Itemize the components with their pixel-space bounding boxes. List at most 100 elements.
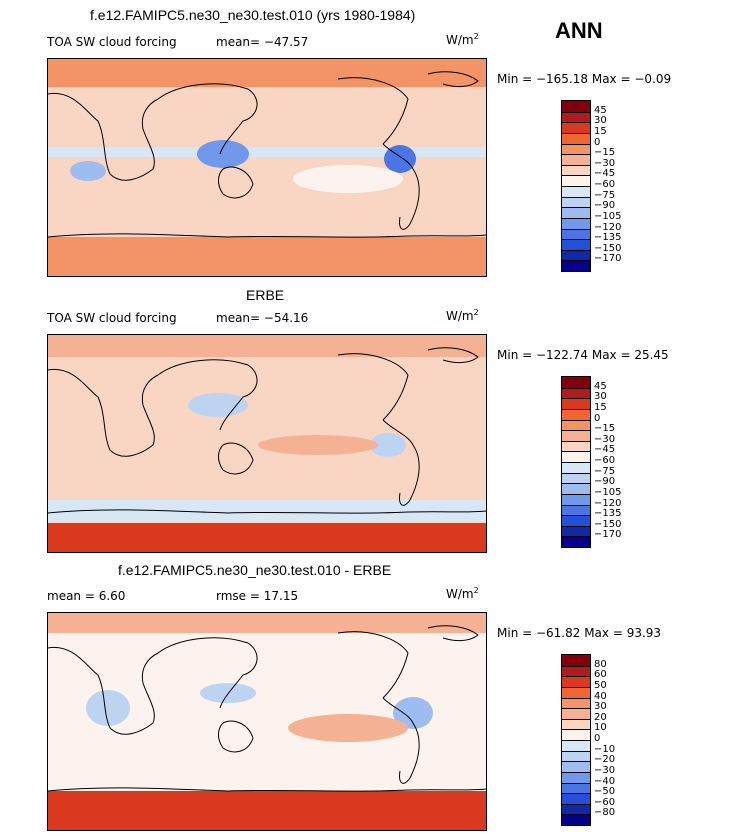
australia-coast [218, 166, 254, 199]
colorbar-swatch [562, 740, 590, 751]
colorbar-tick-label: 60 [594, 669, 607, 681]
south-america-coast [382, 419, 420, 506]
field-south-america-diff [393, 697, 433, 729]
panel-model-minmax: Min = −165.18 Max = −0.09 [497, 72, 672, 86]
field-band-north [48, 59, 486, 87]
colorbar-tick-label: −10 [594, 743, 616, 755]
colorbar-tick-label: 0 [594, 412, 601, 424]
colorbar-tick-label: 0 [594, 733, 601, 744]
colorbar-tick-label: −120 [594, 497, 622, 509]
field-band-south [48, 237, 486, 276]
greenland-coast [427, 625, 479, 642]
colorbar-swatch [562, 430, 590, 441]
colorbar-tick-label: 40 [594, 690, 607, 702]
south-america-coast [382, 143, 420, 230]
field-pacific-diff [288, 714, 408, 742]
colorbar-tick-label: −20 [594, 754, 616, 766]
colorbar-swatch [562, 228, 590, 240]
colorbar-tick-label: −90 [594, 200, 616, 212]
colorbar-tick-label: −30 [594, 433, 616, 445]
panel-diff-mean: mean = 6.60 [47, 589, 126, 603]
colorbar-tick-label: −170 [594, 253, 622, 265]
field-band-southern-ocean [48, 500, 486, 522]
colorbar-tick-label: 20 [594, 711, 607, 723]
colorbar-tick-label: −120 [594, 221, 622, 233]
colorbar-tick-label: 80 [594, 658, 607, 670]
antarctica-coast [48, 509, 486, 514]
colorbar-tick-label: 10 [594, 722, 607, 734]
field-band-south [48, 523, 486, 552]
colorbar-swatch [562, 101, 590, 112]
panel-obs-minmax: Min = −122.74 Max = 25.45 [497, 348, 669, 362]
colorbar-tick-label: −150 [594, 518, 622, 530]
panel-model-colorbar [561, 100, 591, 272]
colorbar-swatch [562, 260, 590, 271]
colorbar-tick-label: −30 [594, 157, 616, 169]
colorbar-tick-label: 15 [594, 125, 607, 137]
greenland-coast [427, 71, 479, 88]
panel-model-variable-label: TOA SW cloud forcing [47, 35, 177, 49]
colorbar-swatch [562, 249, 590, 261]
colorbar-tick-label: 45 [594, 104, 607, 116]
field-western-pacific [188, 393, 248, 417]
colorbar-tick-label: 0 [594, 136, 601, 148]
colorbar-swatch [562, 536, 590, 547]
colorbar-swatch [562, 111, 590, 123]
colorbar-swatch [562, 196, 590, 208]
north-america-coast [337, 353, 409, 421]
colorbar-swatch [562, 729, 590, 740]
field-south-america-high [384, 145, 416, 173]
colorbar-swatch [562, 122, 590, 133]
panel-obs-colorbar [561, 376, 591, 548]
field-band-south [48, 791, 486, 830]
colorbar-tick-label: 30 [594, 391, 607, 403]
field-asia-diff [200, 683, 256, 703]
colorbar-swatch [562, 419, 590, 431]
field-band-north [48, 613, 486, 633]
panel-model-units: W/m2 [446, 32, 479, 47]
antarctica-coast [48, 787, 486, 792]
colorbar-swatch [562, 697, 590, 709]
colorbar-swatch [562, 525, 590, 537]
colorbar-swatch [562, 398, 590, 409]
colorbar-swatch [562, 377, 590, 388]
colorbar-swatch [562, 761, 590, 772]
colorbar-tick-label: −135 [594, 232, 622, 244]
colorbar-swatch [562, 803, 590, 815]
greenland-coast [427, 347, 479, 364]
colorbar-swatch [562, 387, 590, 399]
north-america-coast [337, 631, 409, 699]
colorbar-tick-label: −60 [594, 796, 616, 808]
colorbar-swatch [562, 132, 590, 144]
south-america-coast [382, 697, 420, 784]
colorbar-swatch [562, 718, 590, 730]
colorbar-swatch [562, 462, 590, 473]
colorbar-tick-label: 30 [594, 701, 607, 713]
eurasia-coast [157, 359, 258, 431]
panel-obs-variable-label: TOA SW cloud forcing [47, 311, 177, 325]
colorbar-tick-label: −170 [594, 529, 622, 541]
colorbar-swatch [562, 217, 590, 229]
panel-diff-units: W/m2 [446, 586, 479, 601]
panel-model-title: f.e12.FAMIPC5.ne30_ne30.test.010 (yrs 19… [90, 7, 416, 23]
colorbar-swatch [562, 655, 590, 666]
eurasia-coast [157, 83, 258, 155]
colorbar-swatch [562, 483, 590, 494]
colorbar-tick-label: 45 [594, 380, 607, 392]
panel-diff-colorbar [561, 654, 591, 826]
panel-diff-title: f.e12.FAMIPC5.ne30_ne30.test.010 - ERBE [118, 562, 392, 578]
field-band-itcz [48, 147, 486, 157]
colorbar-tick-label: −60 [594, 179, 616, 190]
africa-coast [48, 646, 159, 735]
colorbar-tick-label: −45 [594, 168, 616, 180]
antarctica-coast [48, 233, 486, 238]
colorbar-tick-label: 15 [594, 401, 607, 413]
colorbar-swatch [562, 207, 590, 218]
colorbar-tick-label: −75 [594, 189, 616, 201]
colorbar-swatch [562, 793, 590, 804]
colorbar-tick-label: −105 [594, 210, 622, 222]
colorbar-swatch [562, 175, 590, 186]
field-africa-diff [86, 690, 130, 726]
panel-obs-units: W/m2 [446, 308, 479, 323]
panel-diff-map [47, 612, 487, 831]
